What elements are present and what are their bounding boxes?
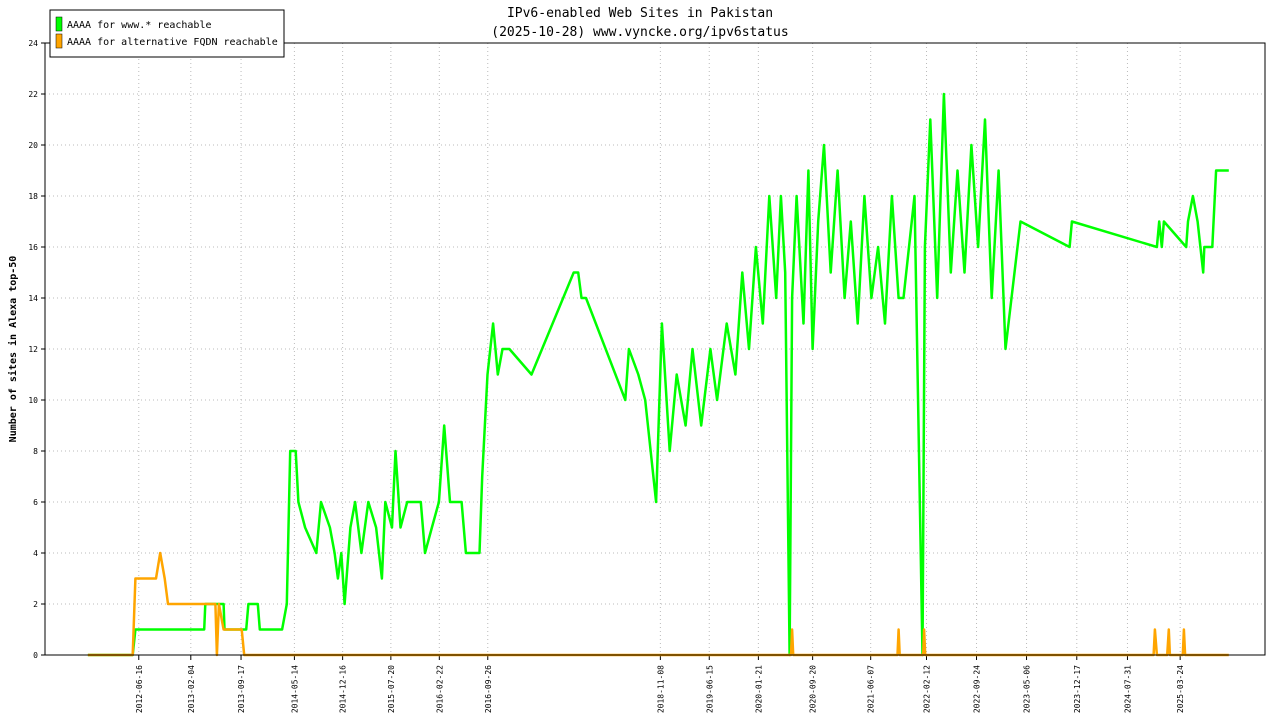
y-tick-label: 18: [28, 192, 38, 201]
x-tick-label: 2022-09-24: [973, 665, 982, 713]
x-tick-label: 2025-03-24: [1176, 665, 1185, 713]
x-tick-label: 2016-02-22: [435, 665, 444, 713]
y-tick-label: 0: [33, 651, 38, 660]
plot-frame: [44, 42, 1266, 656]
legend-box: [49, 9, 285, 58]
y-tick-label: 4: [33, 549, 38, 558]
y-tick-label: 22: [28, 90, 38, 99]
y-tick-label: 24: [28, 39, 38, 48]
y-axis-label: Number of sites in Alexa top-50: [7, 256, 19, 443]
y-tick-label: 14: [28, 294, 38, 303]
x-tick-label: 2012-06-16: [135, 665, 144, 713]
chart-title: IPv6-enabled Web Sites in Pakistan: [507, 6, 773, 21]
y-tick-label: 10: [28, 396, 38, 405]
x-tick-label: 2014-12-16: [339, 665, 348, 713]
y-tick-label: 12: [28, 345, 38, 354]
legend: AAAA for www.* reachable AAAA for alterna…: [49, 9, 285, 58]
x-tick-label: 2013-02-04: [187, 665, 196, 713]
legend-swatch: [55, 33, 63, 49]
y-tick-label: 20: [28, 141, 38, 150]
legend-label: AAAA for www.* reachable: [67, 20, 212, 31]
x-tick-label: 2020-09-20: [809, 665, 818, 713]
series-line: [87, 92, 1229, 657]
y-tick-label: 2: [33, 600, 38, 609]
x-tick-label: 2014-05-14: [290, 665, 299, 713]
x-tick-label: 2018-11-08: [656, 665, 665, 713]
chart-subtitle: (2025-10-28) www.vyncke.org/ipv6status: [491, 25, 788, 40]
x-tick-label: 2019-06-15: [705, 665, 714, 713]
x-tick-label: 2022-02-12: [923, 665, 932, 713]
y-tick-label: 8: [33, 447, 38, 456]
x-tick-label: 2024-07-31: [1123, 665, 1132, 713]
y-tick-label: 6: [33, 498, 38, 507]
legend-swatch: [55, 16, 63, 32]
y-tick-label: 16: [28, 243, 38, 252]
x-tick-label: 2023-12-17: [1073, 665, 1082, 713]
x-tick-label: 2013-09-17: [237, 665, 246, 713]
x-tick-label: 2023-05-06: [1023, 665, 1032, 713]
x-tick-label: 2021-06-07: [867, 665, 876, 713]
x-tick-label: 2020-01-21: [754, 665, 763, 713]
x-tick-label: 2016-09-26: [484, 665, 493, 713]
x-tick-label: 2015-07-20: [387, 665, 396, 713]
legend-label: AAAA for alternative FQDN reachable: [67, 37, 278, 48]
